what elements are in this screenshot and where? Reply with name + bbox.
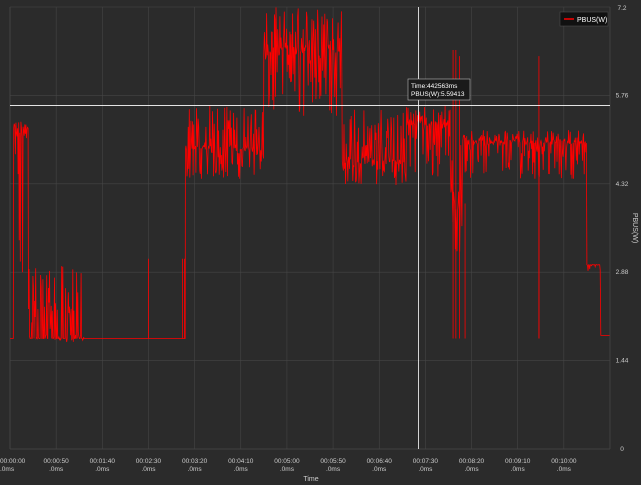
y-axis: 0 1.44 2.88 4.32 5.76 7.2 <box>616 5 629 453</box>
x-tick-label: 00:03:20 <box>182 458 208 465</box>
x-tick-label: 00:05:00 <box>274 458 300 465</box>
y-tick-label: 2.88 <box>616 269 629 276</box>
y-tick-label: 1.44 <box>616 358 629 365</box>
y-tick-label: 7.2 <box>617 5 626 12</box>
x-tick-sublabel: .0ms <box>234 466 249 473</box>
x-tick-sublabel: .0ms <box>418 466 433 473</box>
x-tick-label: 00:05:50 <box>320 458 346 465</box>
series-pbus-line <box>10 7 610 343</box>
x-tick-sublabel: .0ms <box>188 466 203 473</box>
x-tick-sublabel: .0ms <box>326 466 341 473</box>
y-axis-title: PBUS(W) <box>631 213 638 243</box>
legend-label: PBUS(W) <box>577 17 607 24</box>
x-tick-sublabel: .0ms <box>464 466 479 473</box>
x-tick-sublabel: .0ms <box>95 466 110 473</box>
x-tick-label: 00:06:40 <box>367 458 393 465</box>
x-tick-label: 00:09:10 <box>505 458 531 465</box>
y-tick-label: 0 <box>620 446 624 453</box>
x-tick-sublabel: .0ms <box>49 466 64 473</box>
x-tick-sublabel: .0ms <box>0 466 15 473</box>
x-tick-label: 00:07:30 <box>413 458 439 465</box>
grid-lines <box>9 6 611 450</box>
legend[interactable]: PBUS(W) <box>559 11 609 27</box>
x-tick-sublabel: .0ms <box>141 466 156 473</box>
x-axis-title: Time <box>303 476 318 483</box>
crosshair-tooltip: Time:442563ms PBUS(W):5.59413 <box>407 78 471 101</box>
x-tick-sublabel: .0ms <box>557 466 572 473</box>
tooltip-value: PBUS(W):5.59413 <box>411 91 465 98</box>
x-tick-sublabel: .0ms <box>280 466 295 473</box>
x-axis: 00:00:00.0ms00:00:50.0ms00:01:40.0ms00:0… <box>0 458 577 473</box>
legend-box <box>559 11 609 27</box>
x-tick-label: 00:00:50 <box>43 458 69 465</box>
x-tick-sublabel: .0ms <box>372 466 387 473</box>
y-tick-label: 4.32 <box>616 181 629 188</box>
x-tick-label: 00:08:20 <box>459 458 485 465</box>
tooltip-box <box>407 78 471 101</box>
series-line <box>10 7 610 343</box>
x-tick-label: 00:01:40 <box>90 458 116 465</box>
x-tick-label: 00:04:10 <box>228 458 254 465</box>
x-tick-sublabel: .0ms <box>511 466 526 473</box>
tooltip-time: Time:442563ms <box>411 83 458 90</box>
x-tick-label: 00:10:00 <box>551 458 577 465</box>
y-tick-label: 5.76 <box>616 92 629 99</box>
x-tick-label: 00:02:30 <box>136 458 162 465</box>
x-tick-label: 00:00:00 <box>0 458 26 465</box>
